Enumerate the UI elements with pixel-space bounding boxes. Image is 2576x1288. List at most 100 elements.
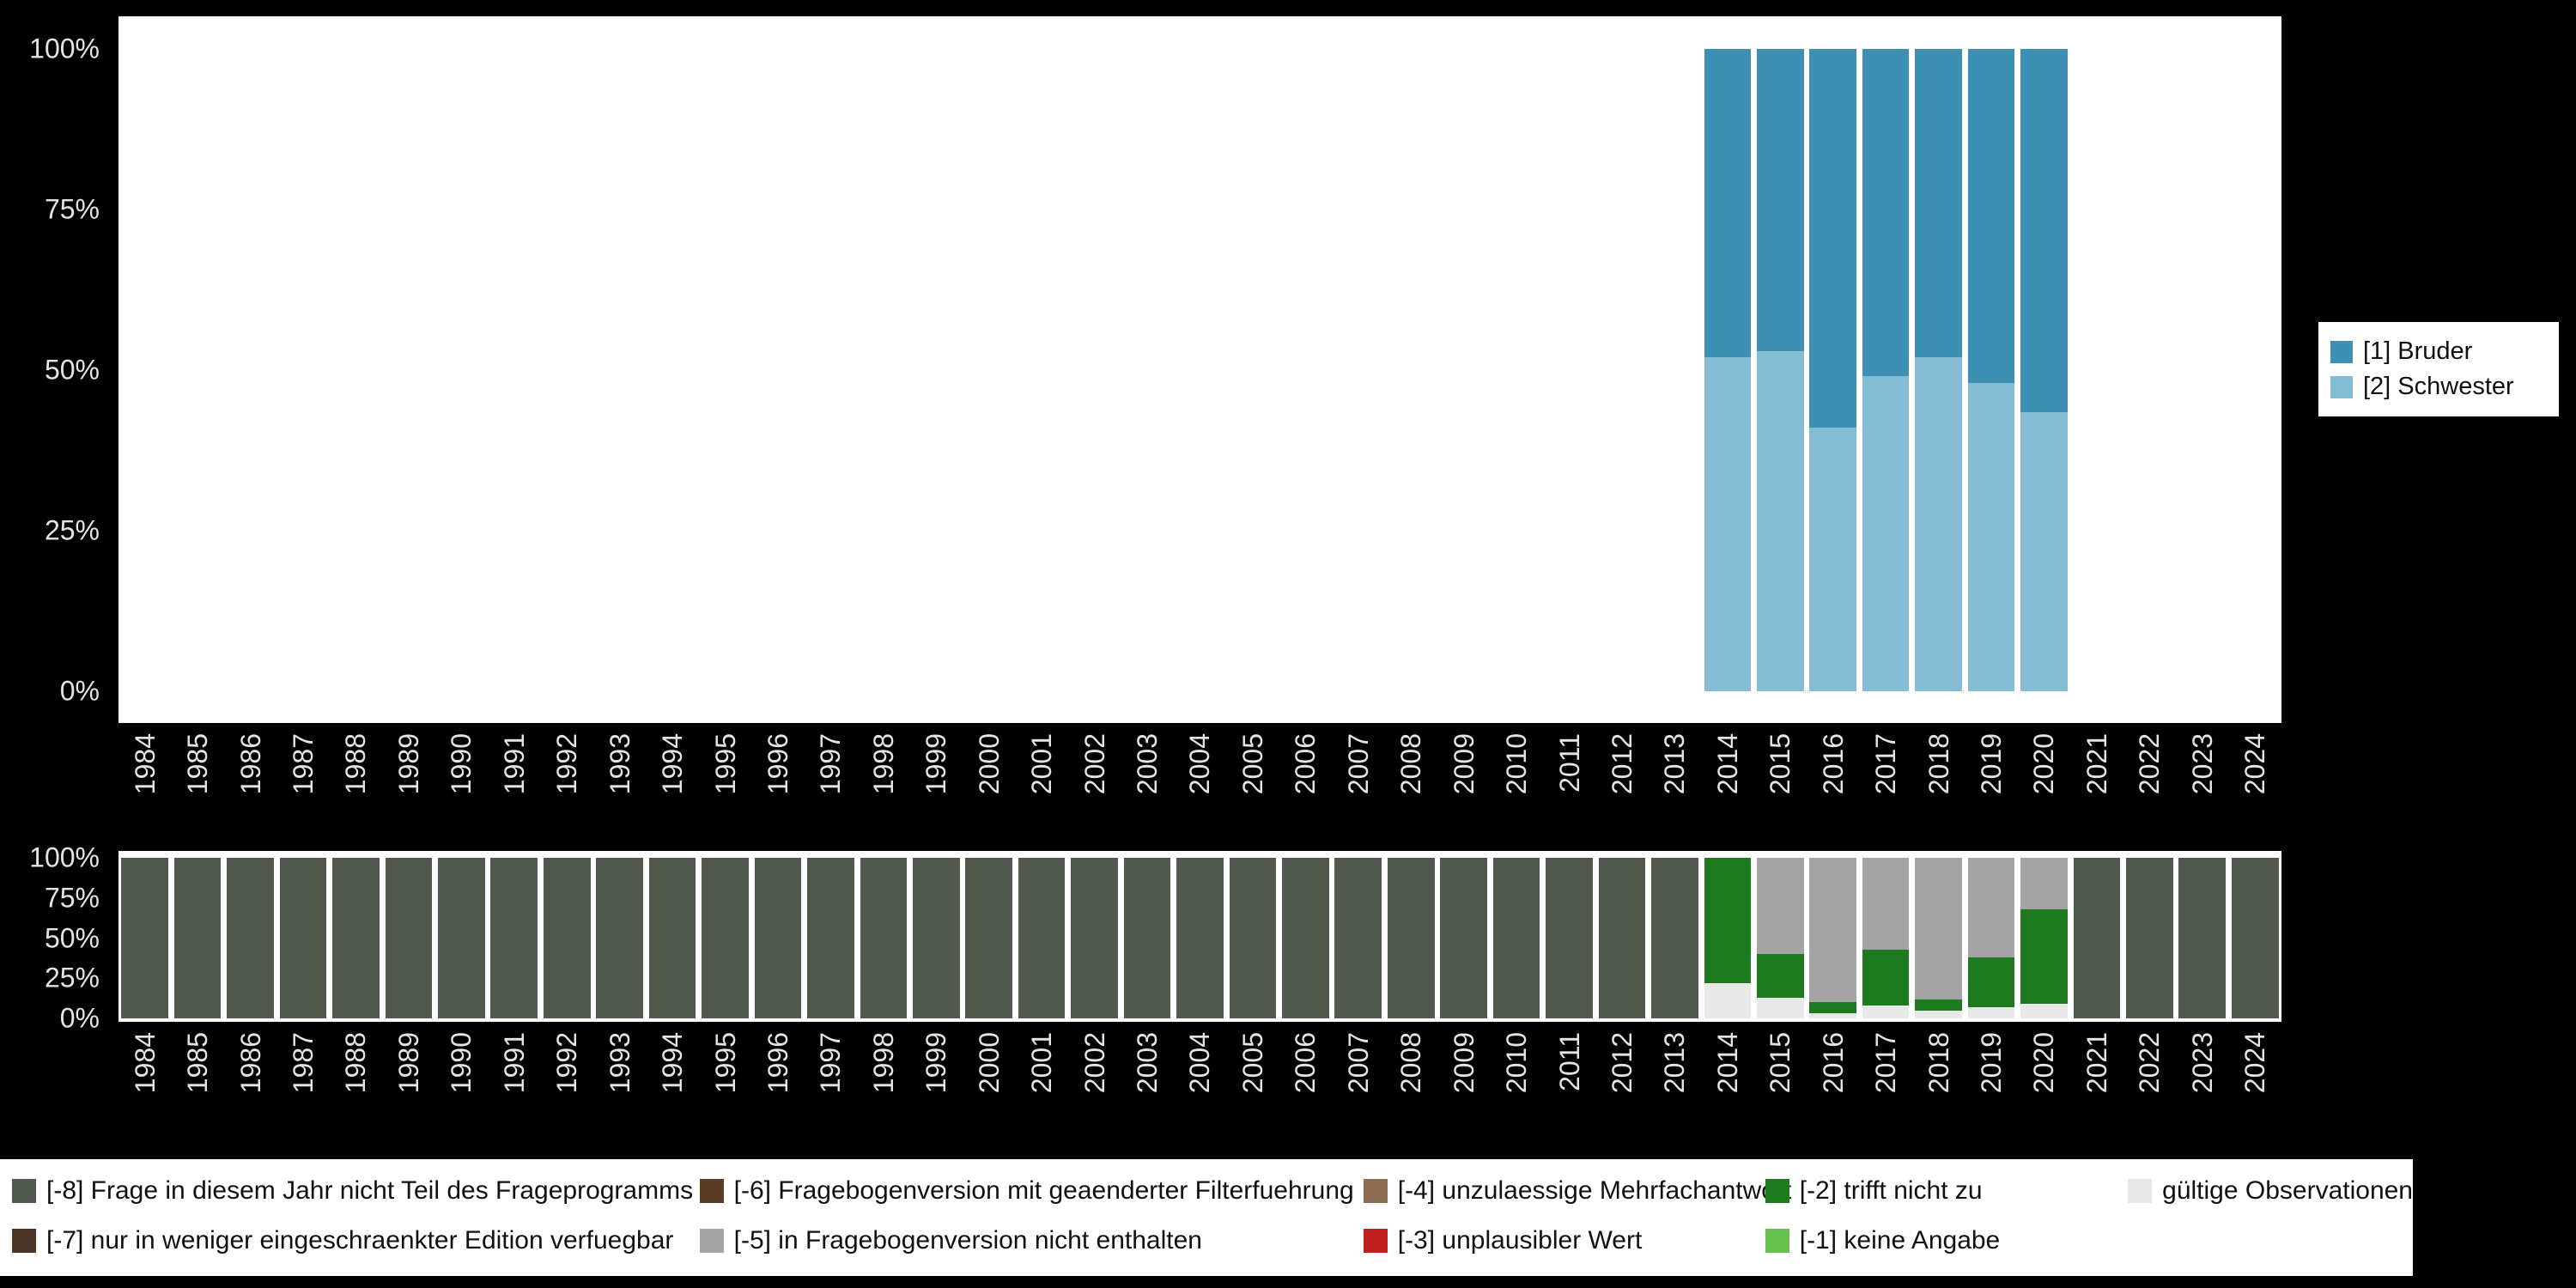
x-tick-label: 2006 (1290, 733, 1321, 795)
x-tick-label: 1995 (709, 733, 741, 795)
x-tick: 2011 (1543, 1027, 1595, 1156)
stacked-bar (1018, 858, 1066, 1018)
bar-segment (490, 858, 538, 1018)
x-tick-label: 1984 (129, 1032, 161, 1094)
stacked-bar (1756, 858, 1804, 1018)
stacked-bar (1704, 49, 1752, 691)
legend-swatch-icon (699, 1229, 724, 1253)
x-tick: 2000 (963, 728, 1015, 857)
x-tick: 1989 (382, 1027, 434, 1156)
stacked-bar (490, 858, 538, 1018)
legend-label: gültige Observationen (2162, 1176, 2413, 1205)
x-tick: 1996 (751, 728, 804, 857)
x-tick: 2007 (1332, 1027, 1384, 1156)
x-tick: 2016 (1807, 1027, 1859, 1156)
stacked-bar (1598, 858, 1646, 1018)
legend-swatch-icon (1363, 1229, 1388, 1253)
x-tick: 2014 (1701, 1027, 1753, 1156)
bar-2020 (2018, 49, 2070, 691)
bar-1998 (857, 858, 909, 1018)
legend-column: [-2] trifft nicht zu [-1] keine Angabe (1765, 1166, 2128, 1269)
stacked-bar (173, 858, 222, 1018)
bar-segment (1809, 428, 1857, 691)
x-tick: 1987 (276, 728, 329, 857)
stacked-bar (543, 858, 591, 1018)
x-tick-label: 2022 (2134, 733, 2166, 795)
stacked-bar (596, 858, 643, 1018)
x-tick-label: 2023 (2186, 1032, 2218, 1094)
x-tick: 1991 (488, 728, 540, 857)
x-tick-label: 2000 (973, 1032, 1005, 1094)
bar-segment (227, 858, 274, 1018)
stacked-bar (227, 858, 274, 1018)
x-tick: 1984 (118, 1027, 171, 1156)
x-tick: 2001 (1015, 1027, 1067, 1156)
x-tick: 1986 (224, 728, 276, 857)
bar-2007 (1332, 858, 1384, 1018)
x-tick-label: 2021 (2081, 1032, 2112, 1094)
stacked-bar (332, 858, 380, 1018)
bar-segment (1598, 858, 1646, 1018)
legend-label: [-4] unzulaessige Mehrfachantwort (1397, 1176, 1792, 1205)
x-tick-label: 2001 (1026, 733, 1058, 795)
bar-2006 (1279, 858, 1332, 1018)
x-tick: 2009 (1437, 728, 1490, 857)
x-tick: 1992 (541, 728, 593, 857)
x-tick-label: 1992 (551, 1032, 583, 1094)
stacked-bar (1967, 858, 2015, 1018)
stacked-bar (1862, 49, 1910, 691)
x-tick-label: 1991 (498, 733, 530, 795)
legend-item: [-3] unplausibler Wert (1363, 1216, 1765, 1266)
x-tick: 1997 (805, 728, 857, 857)
x-tick: 1984 (118, 728, 171, 857)
bar-2003 (1121, 858, 1173, 1018)
x-tick: 2018 (1912, 728, 1965, 857)
bar-2014 (1701, 858, 1753, 1018)
stacked-bar (1756, 49, 1804, 691)
x-tick-label: 1991 (498, 1032, 530, 1094)
bar-segment (2020, 49, 2068, 412)
x-tick: 1985 (171, 1027, 223, 1156)
x-tick-label: 1994 (657, 1032, 689, 1094)
bar-segment (1756, 858, 1804, 955)
bar-2011 (1543, 858, 1595, 1018)
x-tick-label: 1989 (392, 733, 424, 795)
bar-2009 (1437, 858, 1490, 1018)
bar-2019 (1965, 858, 2017, 1018)
bar-2005 (1226, 49, 1279, 691)
x-tick: 2007 (1332, 728, 1384, 857)
x-tick: 1995 (699, 1027, 751, 1156)
bar-segment (1704, 49, 1752, 358)
stacked-bar (2231, 858, 2279, 1018)
stacked-bar (1967, 49, 2015, 691)
x-tick: 2015 (1754, 728, 1807, 857)
bar-2006 (1279, 49, 1332, 691)
x-tick: 1994 (646, 728, 698, 857)
x-tick-label: 2004 (1184, 733, 1216, 795)
bar-segment (2020, 411, 2068, 691)
bar-2022 (2123, 858, 2176, 1018)
x-tick: 2023 (2176, 1027, 2228, 1156)
bar-segment (1809, 1013, 1857, 1018)
x-tick: 2020 (2018, 728, 2070, 857)
x-tick: 2014 (1701, 728, 1753, 857)
x-tick-label: 2022 (2134, 1032, 2166, 1094)
stacked-bar (121, 858, 169, 1018)
bar-1994 (646, 49, 698, 691)
bar-2015 (1754, 858, 1807, 1018)
bar-segment (279, 858, 327, 1018)
stacked-bar (1176, 858, 1224, 1018)
bar-2002 (1068, 49, 1121, 691)
bar-1985 (171, 858, 223, 1018)
x-tick-label: 2009 (1448, 1032, 1479, 1094)
stacked-bar (279, 858, 327, 1018)
stacked-bar (1123, 858, 1171, 1018)
x-tick-label: 2008 (1395, 733, 1427, 795)
x-tick-label: 2002 (1078, 1032, 1110, 1094)
bar-2011 (1543, 49, 1595, 691)
bar-2021 (2070, 49, 2123, 691)
stacked-bar (1809, 49, 1857, 691)
bar-segment (965, 858, 1013, 1018)
x-tick: 2000 (963, 1027, 1015, 1156)
x-tick-label: 2020 (2028, 733, 2060, 795)
